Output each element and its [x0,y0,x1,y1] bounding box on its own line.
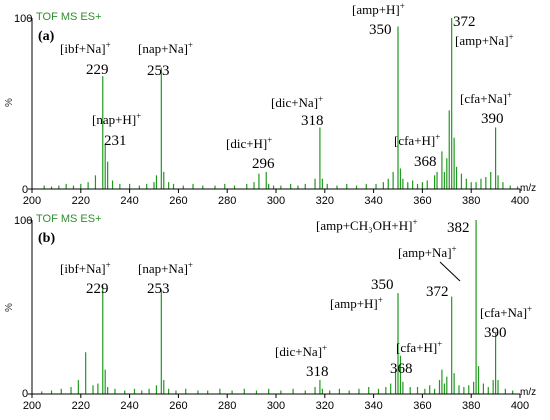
panel-b-letter: (b) [38,231,55,246]
panel-b-mz-350: 350 [371,277,394,293]
xtick-label-a-280: 280 [218,195,236,207]
panel-b-mz-318: 318 [306,364,329,380]
xtick-label-b-220: 220 [72,400,90,412]
panel-a: TOF MS ES+ (a) 100 0 % m/z 200 220 240 260 2… [4,1,536,207]
xtick-label-b-200: 200 [23,400,41,412]
panel-b-xticks: 200 220 240 260 280 300 320 340 360 380 400 [23,394,529,412]
xtick-label-b-340: 340 [364,400,382,412]
xtick-label-a-240: 240 [120,195,138,207]
panel-a-peaks [43,18,519,189]
panel-a-ann-dic-h: [dic+H]+ [226,135,272,151]
xtick-label-a-260: 260 [169,195,187,207]
panel-b-ytick-100: 100 [14,215,32,227]
panel-a-ann-amp-na: [amp+Na]+ [455,32,514,48]
panel-a-mz-372: 372 [453,14,476,30]
panel-b-ann-ibf-na: [ibf+Na]+ [60,260,111,276]
xtick-label-b-360: 360 [413,400,431,412]
panel-b-header: TOF MS ES+ [36,213,102,225]
xtick-label-a-220: 220 [72,195,90,207]
panel-b-peaks [41,220,514,394]
xtick-label-a-380: 380 [462,195,480,207]
panel-a-mz-231: 231 [104,133,127,149]
panel-b-mz-390: 390 [484,325,507,341]
xtick-label-a-320: 320 [316,195,334,207]
panel-a-mz-253: 253 [147,63,170,79]
panel-a-ann-cfa-na: [cfa+Na]+ [460,90,512,106]
panel-b-mz-253: 253 [147,281,170,297]
panel-b-amp-na-leader-line [439,261,461,282]
xtick-label-b-380: 380 [462,400,480,412]
xtick-label-a-200: 200 [23,195,41,207]
panel-a-mz-350: 350 [369,22,392,38]
panel-b-ann-cfa-h: [cfa+H]+ [396,339,442,355]
xtick-label-b-240: 240 [120,400,138,412]
panel-b-mz-372: 372 [426,284,449,300]
xtick-label-a-360: 360 [413,195,431,207]
xtick-label-a-400: 400 [511,195,529,207]
panel-b-ann-cfa-na: [cfa+Na]+ [480,304,532,320]
panel-a-letter: (a) [38,29,55,44]
panel-a-ann-cfa-h: [cfa+H]+ [394,132,440,148]
panel-b-ytick-0: 0 [22,388,28,400]
panel-a-mz-296: 296 [252,156,275,172]
panel-a-ann-nap-na: [nap+Na]+ [138,40,193,56]
panel-a-ytick-0: 0 [22,184,28,196]
panel-b-percent-marker: % [4,303,15,312]
panel-a-ann-dic-na: [dic+Na]+ [271,94,323,110]
xtick-label-b-280: 280 [218,400,236,412]
panel-b-ann-amp-na: [amp+Na]+ [398,244,457,260]
panel-a-mz-318: 318 [301,113,324,129]
panel-a-ann-ibf-na: [ibf+Na]+ [60,40,111,56]
panel-b-mz-382: 382 [447,220,470,236]
panel-a-percent-marker: % [4,98,15,107]
panel-b-xunit: m/z [520,387,536,398]
xtick-label-b-320: 320 [316,400,334,412]
panel-a-mz-229: 229 [86,62,109,78]
xtick-label-a-300: 300 [267,195,285,207]
panel-b-mz-368: 368 [390,361,413,377]
xtick-label-b-400: 400 [511,400,529,412]
panel-b-ann-amp-ch3oh-h: [amp+CH₃OH+H]+ [316,217,418,233]
panel-b-mz-229: 229 [86,281,109,297]
panel-b-ann-amp-h: [amp+H]+ [330,295,383,311]
panel-a-xunit: m/z [520,183,536,194]
panel-a-ann-amp-h: [amp+H]+ [352,1,405,17]
panel-a-ytick-100: 100 [14,13,32,25]
panel-a-mz-390: 390 [481,111,504,127]
panel-b-ann-dic-na: [dic+Na]+ [275,343,327,359]
panel-a-ann-nap-h: [nap+H]+ [92,111,141,127]
xtick-label-b-300: 300 [267,400,285,412]
panel-a-xticks: 200 220 240 260 280 300 320 340 360 380 400 [23,189,529,207]
xtick-label-a-340: 340 [364,195,382,207]
panel-a-header: TOF MS ES+ [36,11,102,23]
xtick-label-b-260: 260 [169,400,187,412]
panel-a-mz-368: 368 [414,154,437,170]
panel-b: TOF MS ES+ (b) 100 0 % m/z 200 220 240 260 2… [4,213,536,412]
panel-b-ann-nap-na: [nap+Na]+ [138,260,193,276]
